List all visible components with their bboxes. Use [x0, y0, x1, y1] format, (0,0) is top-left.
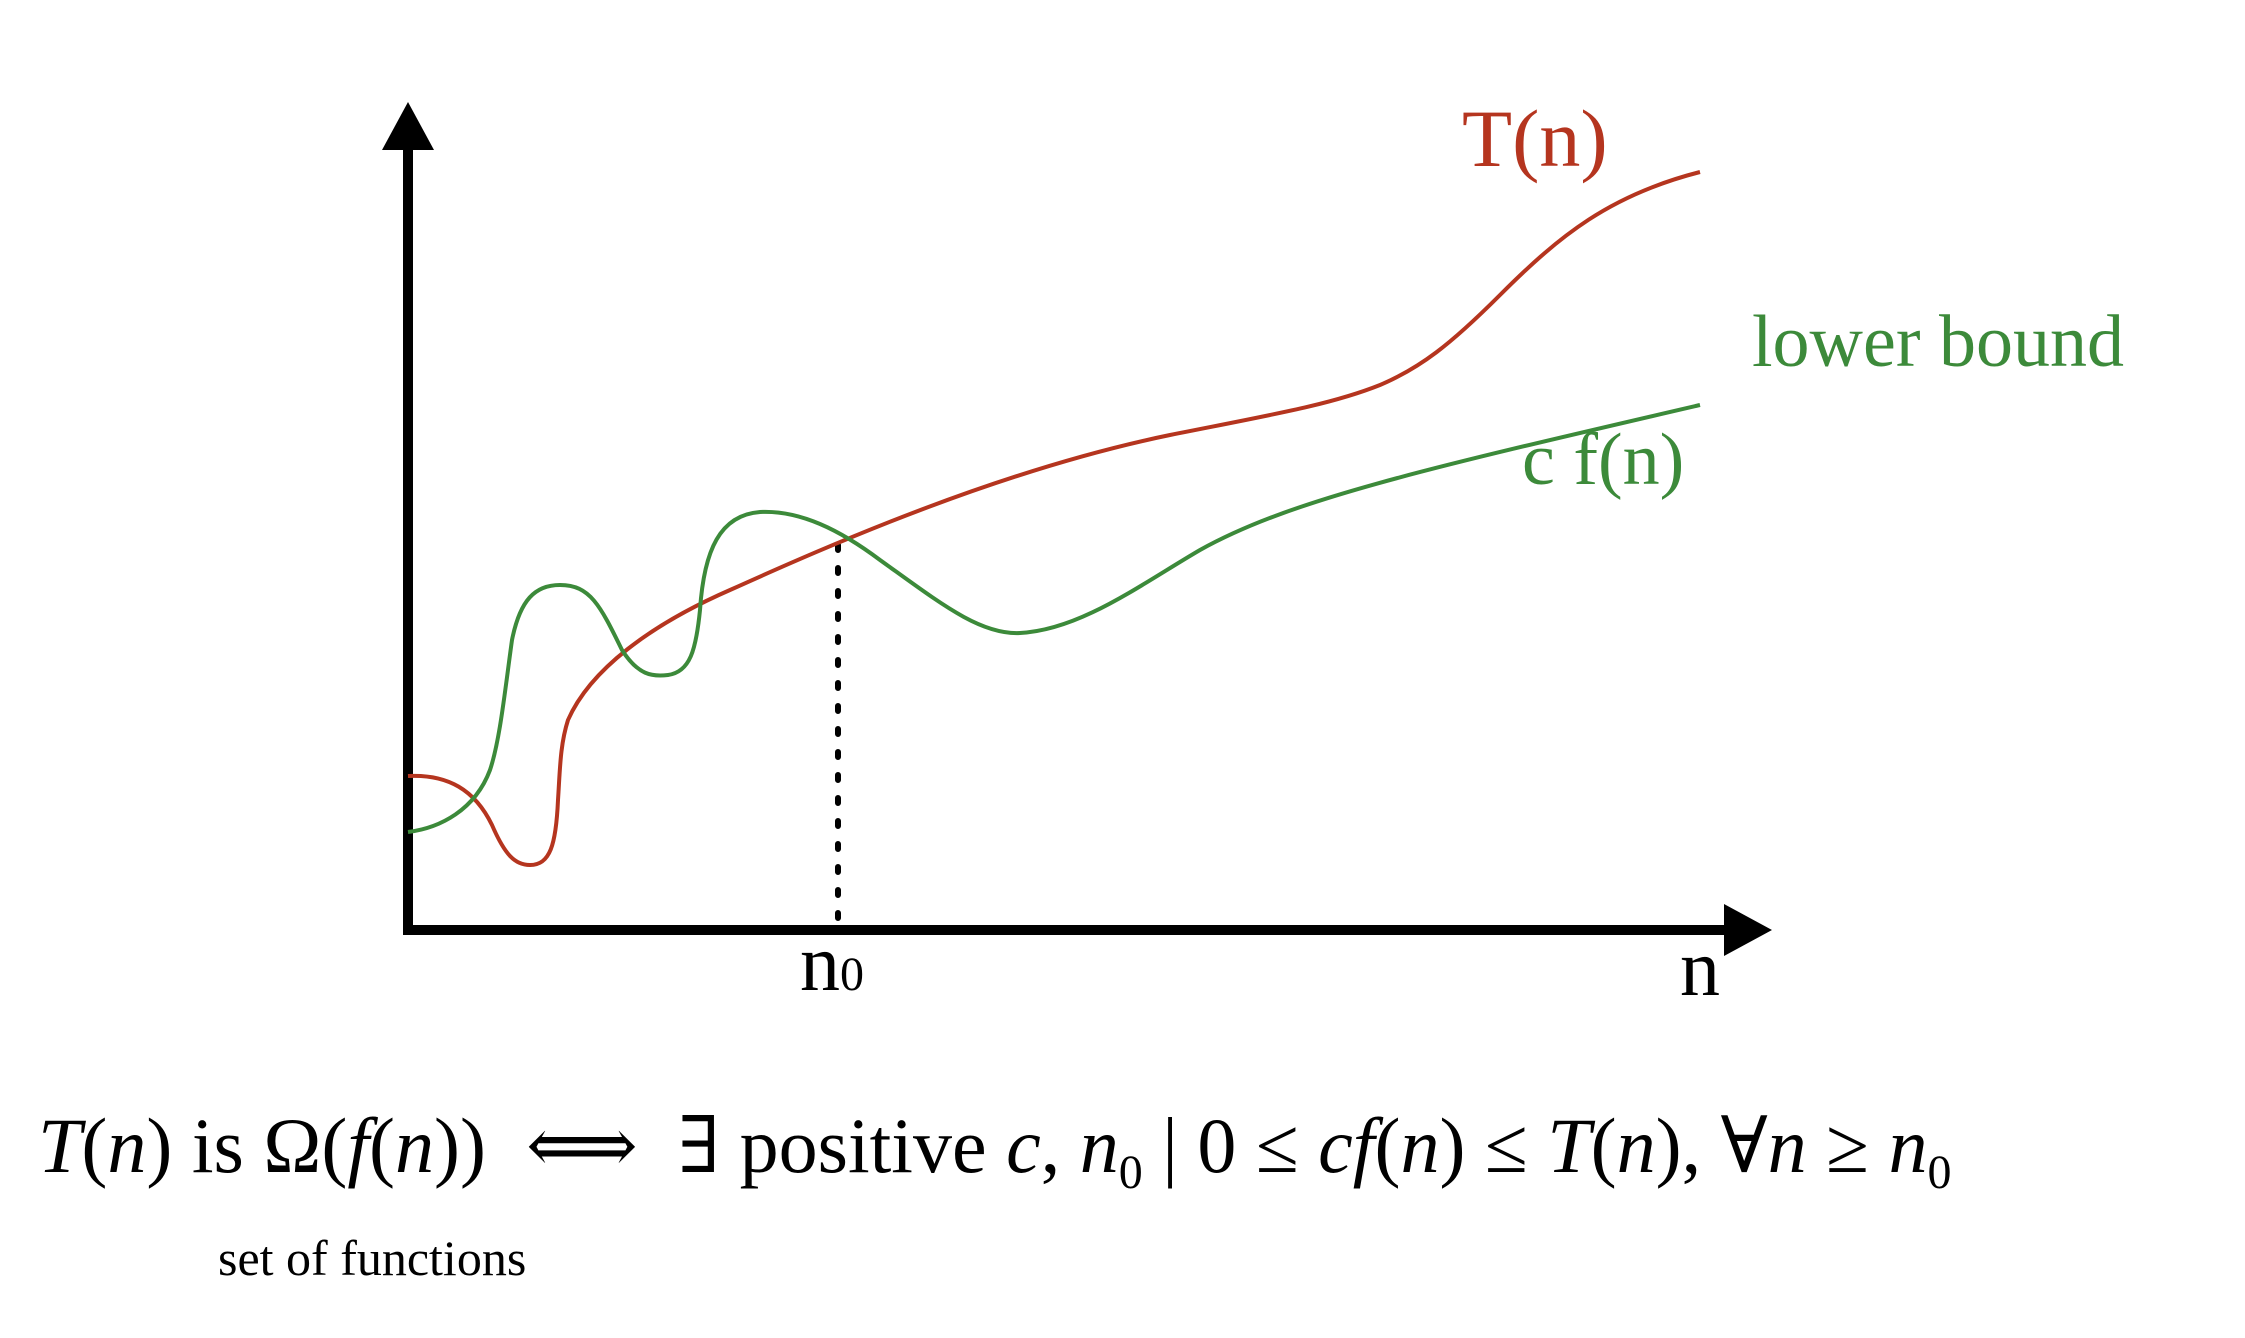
formula-paren: ( [321, 1102, 347, 1189]
formula-T: T [38, 1102, 86, 1189]
formula-paren: ) [1439, 1102, 1465, 1189]
t-curve [407, 170, 1701, 868]
formula-iff: ⟺ [526, 1102, 638, 1189]
formula-le: ≤ [1465, 1102, 1547, 1189]
lower-bound-title: lower bound [1752, 301, 2124, 383]
axes [382, 102, 1772, 956]
set-of-functions-note: set of functions [218, 1230, 526, 1286]
formula-n0b-main: n [1888, 1102, 1927, 1189]
formula-c: c [1006, 1102, 1041, 1189]
cf-curve-label: c f(n) [1522, 419, 1684, 501]
formula-T2: T [1547, 1102, 1595, 1189]
x-axis-label: n [1680, 925, 1720, 1013]
formula-forall: ∀ [1721, 1102, 1768, 1189]
omega-definition-formula: T(n) is Ω(f(n)) ⟺ ∃ positive c, n0 | 0 ≤ c… [38, 1102, 1951, 1199]
formula-cf-c: c [1318, 1102, 1353, 1189]
formula-paren: ( [1374, 1102, 1400, 1189]
n0-marker-subscript: 0 [840, 948, 864, 1001]
formula-bar: | 0 ≤ [1143, 1102, 1318, 1189]
formula-paren: ( [369, 1102, 395, 1189]
formula-exists: ∃ positive [678, 1102, 1006, 1189]
n0-marker-main: n [800, 920, 840, 1008]
formula-n0b-sub: 0 [1927, 1146, 1951, 1199]
y-axis-arrowhead [382, 102, 434, 150]
formula-cf-n: n [1400, 1102, 1439, 1189]
formula-n0-sub: 0 [1119, 1146, 1143, 1199]
formula-comma: , [1041, 1102, 1080, 1189]
formula-T2-n: n [1617, 1102, 1656, 1189]
cf-curve [407, 403, 1701, 834]
formula-paren: ) [146, 1102, 172, 1189]
x-axis-arrowhead [1724, 904, 1772, 956]
formula-paren: ( [1591, 1102, 1617, 1189]
formula-ge: ≥ [1807, 1102, 1889, 1189]
formula-n2: n [395, 1102, 434, 1189]
formula-omega: Ω [263, 1102, 321, 1189]
formula-n0-main: n [1080, 1102, 1119, 1189]
formula-is: is [172, 1102, 263, 1189]
formula-paren: )) [434, 1102, 486, 1189]
formula-comma2: , [1682, 1102, 1721, 1189]
formula-n: n [107, 1102, 146, 1189]
formula-paren: ) [1656, 1102, 1682, 1189]
formula-paren: ( [81, 1102, 107, 1189]
t-curve-label: T(n) [1462, 93, 1608, 184]
formula-forall-n: n [1768, 1102, 1807, 1189]
n0-marker-label: n0 [800, 920, 864, 1008]
